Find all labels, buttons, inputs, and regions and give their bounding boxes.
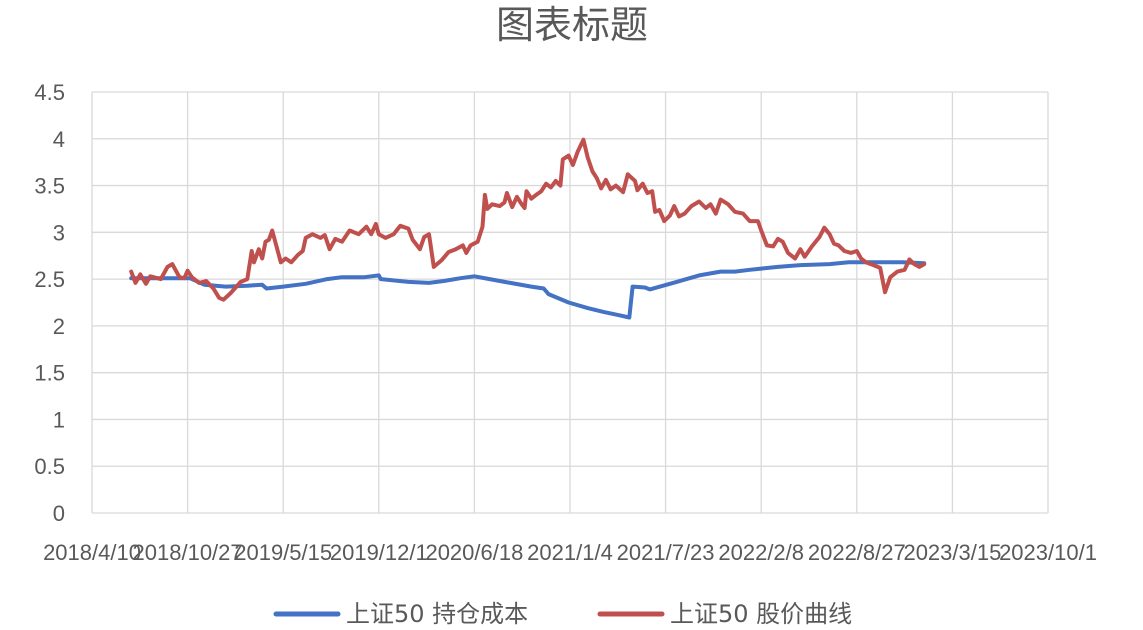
x-tick-label: 2021/1/4 [527,540,613,565]
x-tick-label: 2020/6/18 [425,540,523,565]
y-tick-label: 1 [53,407,65,432]
x-tick-label: 2019/5/15 [234,540,332,565]
x-tick-label: 2021/7/23 [617,540,715,565]
y-tick-label: 1.5 [34,361,65,386]
x-tick-label: 2018/4/10 [43,540,141,565]
series-line-1 [129,260,927,320]
x-tick-label: 2018/10/27 [133,540,243,565]
gridlines [91,91,1049,514]
x-axis-tick-labels: 2018/4/102018/10/272019/5/152019/12/1202… [43,540,1097,565]
y-axis-tick-labels: 0 0.5 1 1.5 2 2.5 3 3.5 4 4.5 [34,80,65,526]
y-tick-label: 0 [53,501,65,526]
y-tick-label: 4.5 [34,80,65,105]
legend-label-2: 上证50 股价曲线 [670,600,852,628]
series-lines [129,137,927,320]
legend-label-1: 上证50 持仓成本 [346,600,528,628]
x-tick-label: 2022/2/8 [718,540,804,565]
y-tick-label: 2.5 [34,267,65,292]
x-tick-label: 2023/3/15 [903,540,1001,565]
y-tick-label: 3 [53,220,65,245]
x-tick-label: 2022/8/27 [808,540,906,565]
y-tick-label: 0.5 [34,454,65,479]
x-tick-label: 2019/12/1 [330,540,428,565]
x-tick-label: 2023/10/1 [999,540,1097,565]
chart-title: 图表标题 [496,3,648,47]
series-line-2 [129,137,927,302]
y-tick-label: 4 [53,127,65,152]
legend: 上证50 持仓成本 上证50 股价曲线 [273,600,852,628]
y-tick-label: 2 [53,314,65,339]
y-tick-label: 3.5 [34,174,65,199]
